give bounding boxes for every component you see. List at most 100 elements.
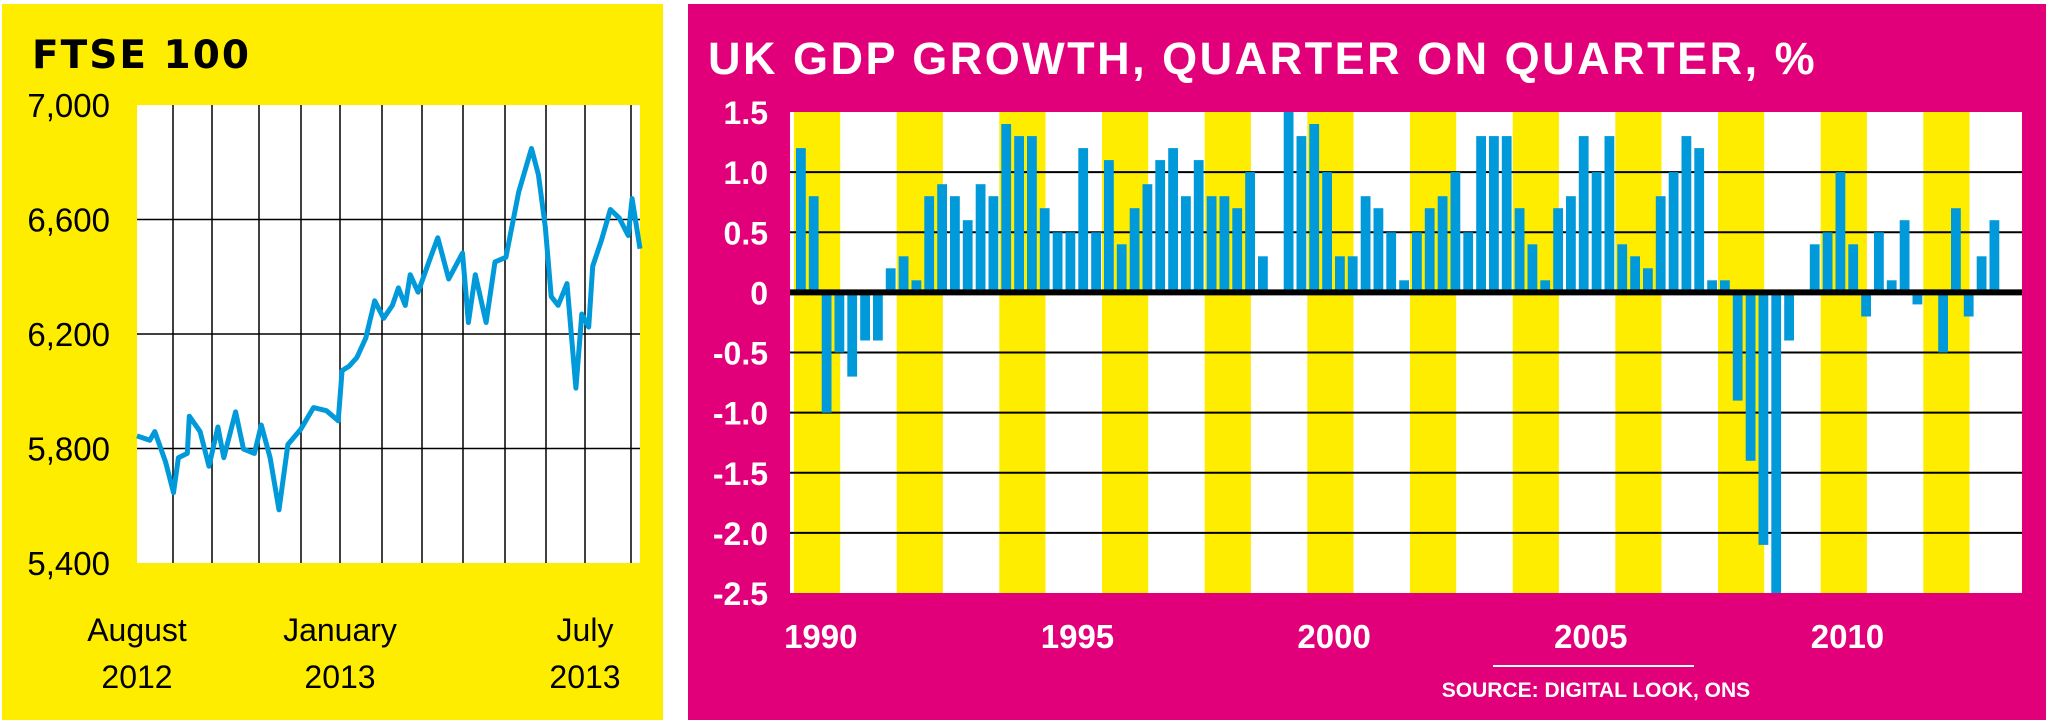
gdp-bar [1501,136,1512,293]
gdp-bar [1553,208,1563,293]
gdp-bar [988,196,999,293]
ftse-x-tick-label: January [283,612,397,648]
gdp-bar [1591,172,1602,293]
gdp-bar [950,196,960,293]
gdp-bar [1668,172,1679,293]
gdp-bar [1296,136,1307,293]
gdp-y-tick-label: -1.5 [713,456,768,492]
gdp-bar [924,196,935,293]
ftse-y-tick-label: 5,400 [27,545,110,582]
gdp-bar [1091,232,1101,293]
ftse-series-line [136,146,643,513]
gdp-bar [1437,196,1448,293]
gdp-x-tick-label: 2000 [1297,618,1370,655]
gdp-x-tick-label: 1990 [784,618,857,655]
gdp-bar [1027,136,1037,293]
gdp-bar [1039,208,1050,293]
gdp-bar [1963,292,1974,317]
gdp-bar [1809,244,1820,293]
gdp-bar [1694,148,1705,293]
ftse-y-tick-label: 7,000 [27,87,110,124]
gdp-bar [808,196,819,293]
gdp-bar [1758,292,1769,545]
gdp-bar [1874,232,1884,293]
gdp-bar [885,268,896,293]
gdp-bar [1643,268,1653,293]
gdp-bar [1630,256,1640,293]
gdp-bar [1566,196,1576,293]
gdp-bar [962,220,973,293]
gdp-y-tick-label: -2.5 [713,576,768,612]
gdp-bar [898,256,909,293]
gdp-bar [1951,208,1961,293]
gdp-bar [873,292,883,341]
ftse-x-tick-label: July [557,612,614,648]
gdp-bar [1078,148,1089,293]
gdp-bar [1938,292,1948,353]
gdp-bar [1001,124,1012,293]
gdp-y-tick-label: 0 [750,275,768,311]
gdp-bar [1771,292,1782,593]
gdp-bar [1065,232,1076,293]
gdp-bar [1168,148,1178,293]
gdp-bar [1514,208,1525,293]
ftse-x-axis: August 2012 January 2013 July 2013 [87,612,620,695]
gdp-bar [1655,196,1666,293]
gdp-bar [1899,220,1910,293]
ftse-y-tick-label: 5,800 [27,431,110,468]
gdp-y-axis: 1.5 1.0 0.5 0 -0.5 -1.0 -1.5 -2.0 -2.5 [713,95,768,612]
gdp-bar [1412,232,1422,293]
gdp-bar [1835,172,1846,293]
gdp-bar [821,292,832,413]
gdp-y-tick-label: -1.0 [713,396,768,432]
gdp-bar [1142,184,1153,293]
gdp-bar [1014,136,1024,293]
gdp-bar [1206,196,1217,293]
gdp-x-tick-label: 2010 [1811,618,1884,655]
gdp-x-tick-label: 2005 [1554,618,1627,655]
gdp-bar [1360,196,1371,293]
gdp-bar [1489,136,1499,293]
gdp-bar [1424,208,1435,293]
ftse-x-tick-label: August [87,612,187,648]
gdp-x-tick-label: 1995 [1041,618,1114,655]
gdp-bar [834,292,845,353]
gdp-bar [1116,244,1127,293]
gdp-bar [1886,280,1897,293]
gdp-x-axis: 1990 1995 2000 2005 2010 [784,618,1884,655]
gdp-bar [1784,292,1794,341]
gdp-bar [1219,196,1230,293]
gdp-bar [1476,136,1486,293]
gdp-y-tick-label: 1.5 [724,95,768,131]
gdp-bar [1052,232,1063,293]
ftse-title: FTSE 100 [32,33,251,78]
gdp-bar [1720,280,1730,293]
gdp-bar [1989,220,2000,293]
gdp-y-tick-label: -0.5 [713,336,768,372]
gdp-bar [911,280,922,293]
gdp-bar [1912,292,1923,305]
gdp-bar [1386,232,1397,293]
gdp-bar [1373,208,1384,293]
gdp-bar [1181,196,1191,293]
gdp-bars [796,112,2000,593]
gdp-bar [1347,256,1358,293]
gdp-y-tick-label: 1.0 [724,155,768,191]
gdp-y-tick-label: 0.5 [724,215,768,251]
ftse-y-tick-label: 6,200 [27,316,110,353]
gdp-bar [1707,280,1717,293]
gdp-bar [1283,112,1294,293]
gdp-bar [1309,124,1320,293]
gdp-bar [1450,172,1461,293]
gdp-bar [975,184,986,293]
gdp-bar [1617,244,1628,293]
gdp-bar [847,292,858,377]
gdp-title: UK GDP GROWTH, QUARTER ON QUARTER, % [708,33,1817,84]
gdp-bar [1527,244,1538,293]
gdp-bar [1848,244,1859,293]
source-note: SOURCE: DIGITAL LOOK, ONS [1442,679,1750,702]
gdp-bar [1232,208,1243,293]
gdp-bar [1155,160,1166,293]
gdp-bar [1258,256,1268,293]
